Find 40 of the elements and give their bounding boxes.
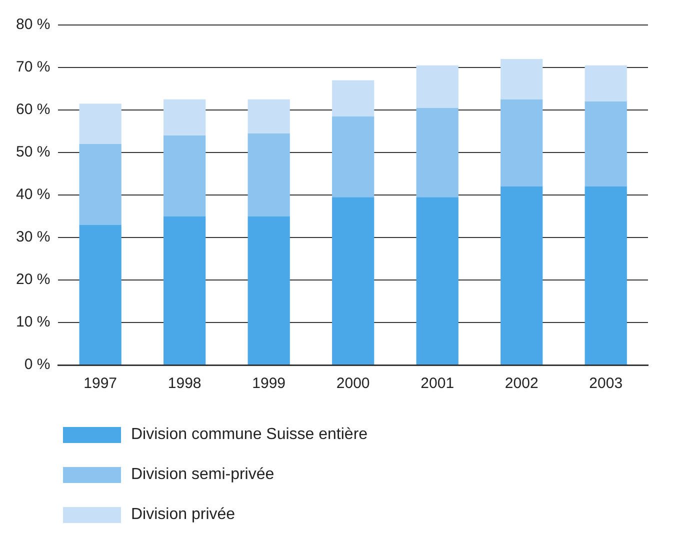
- y-tick-label: 80 %: [16, 16, 50, 34]
- bar: [79, 144, 122, 225]
- bar: [584, 102, 627, 186]
- legend-label: Division commune Suisse entière: [131, 426, 368, 444]
- bar: [416, 197, 458, 364]
- x-tick-label: 1998: [168, 375, 202, 392]
- legend-label: Division semi-privée: [131, 466, 274, 484]
- x-tick-label: 2002: [504, 375, 538, 392]
- bar: [248, 133, 290, 216]
- x-tick-label: 2001: [420, 375, 454, 392]
- y-tick-label: 0 %: [24, 356, 50, 374]
- x-tick-label: 1997: [84, 375, 118, 392]
- y-tick-label: 40 %: [16, 186, 50, 204]
- bar: [500, 59, 543, 100]
- bar: [332, 80, 374, 116]
- x-tick-label: 1999: [252, 375, 286, 392]
- bar: [416, 65, 458, 108]
- y-tick-label: 10 %: [16, 314, 50, 331]
- bar: [584, 186, 627, 364]
- bar: [164, 99, 206, 136]
- y-tick-label: 30 %: [16, 228, 50, 246]
- bar: [584, 65, 627, 102]
- y-tick-label: 20 %: [16, 271, 50, 288]
- legend-label: Division privée: [131, 506, 236, 524]
- bar: [332, 116, 374, 198]
- bar: [500, 99, 543, 186]
- bar: [164, 136, 206, 216]
- y-tick-label: 70 %: [16, 58, 50, 76]
- bar: [500, 186, 543, 364]
- x-tick-label: 2000: [336, 375, 370, 392]
- y-tick-label: 50 %: [16, 144, 50, 161]
- bar: [332, 197, 374, 364]
- bar: [164, 216, 206, 364]
- x-tick-label: 2003: [589, 375, 623, 392]
- bar: [79, 224, 122, 364]
- bar: [79, 104, 122, 144]
- bar: [248, 99, 290, 134]
- y-tick-label: 60 %: [16, 101, 50, 118]
- bar: [416, 108, 458, 198]
- bar: [248, 216, 290, 364]
